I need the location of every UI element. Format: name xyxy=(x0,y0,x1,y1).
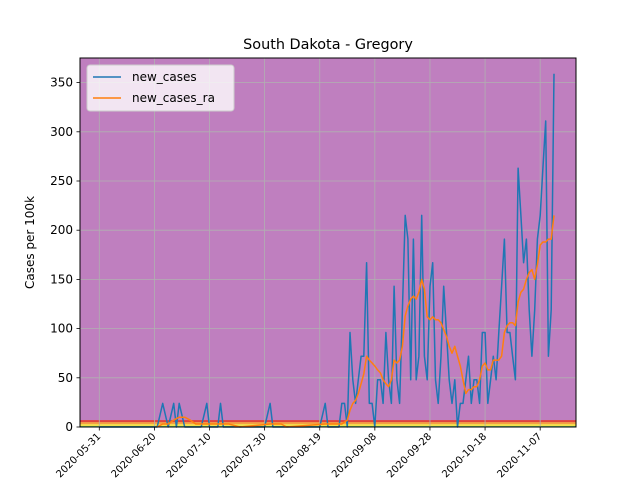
x-tick-label: 2020-11-07 xyxy=(495,431,544,480)
y-tick-label: 150 xyxy=(50,272,73,286)
y-tick-label: 300 xyxy=(50,125,73,139)
y-axis-label: Cases per 100k xyxy=(23,196,37,289)
x-tick-label: 2020-09-28 xyxy=(385,431,434,480)
legend-label: new_cases xyxy=(132,70,197,84)
chart-title: South Dakota - Gregory xyxy=(243,37,413,53)
y-tick-label: 100 xyxy=(50,322,73,336)
legend: new_cases new_cases_ra xyxy=(86,64,235,112)
legend-box xyxy=(86,64,235,112)
x-tick-label: 2020-07-30 xyxy=(220,431,269,480)
x-tick-label: 2020-06-20 xyxy=(110,431,159,480)
x-tick-label: 2020-07-10 xyxy=(165,431,214,480)
y-tick-label: 50 xyxy=(58,371,73,385)
series-line-new-cases-ra xyxy=(156,215,555,428)
y-tick-label: 200 xyxy=(50,223,73,237)
legend-label: new_cases_ra xyxy=(132,91,215,105)
y-tick-label: 250 xyxy=(50,174,73,188)
x-tick-label: 2020-05-31 xyxy=(55,431,104,480)
x-tick-label: 2020-10-18 xyxy=(440,431,489,480)
plot-frame xyxy=(79,57,577,428)
series-line-new-cases xyxy=(99,73,555,428)
y-tick-label: 350 xyxy=(50,76,73,90)
y-tick-label: 0 xyxy=(65,420,73,434)
x-tick-label: 2020-08-19 xyxy=(275,431,324,480)
plot-background xyxy=(80,58,576,427)
x-tick-label: 2020-09-08 xyxy=(330,431,379,480)
